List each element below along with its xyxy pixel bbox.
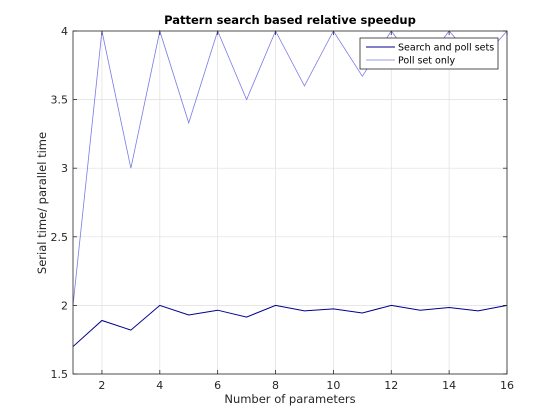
y-axis-label: Serial time/ parallel time: [35, 132, 49, 274]
x-tick-label: 6: [214, 379, 221, 392]
legend-label-search-and-poll: Search and poll sets: [398, 43, 494, 54]
x-tick-label: 2: [98, 379, 105, 392]
x-tick-label: 4: [156, 379, 163, 392]
x-tick-label: 10: [326, 379, 340, 392]
series-line-search-and-poll: [72, 304, 508, 347]
x-axis-label: Number of parameters: [224, 392, 355, 406]
y-tick-label: 4: [61, 25, 68, 38]
chart-title: Pattern search based relative speedup: [164, 13, 416, 27]
y-tick-label: 3: [61, 162, 68, 175]
legend-label-poll-only: Poll set only: [398, 56, 456, 67]
x-tick-label: 8: [272, 379, 279, 392]
y-tick-label: 2: [61, 299, 68, 312]
plot-border: [72, 30, 508, 375]
plot-area: [73, 31, 507, 374]
y-tick-label: 1.5: [51, 368, 69, 381]
x-tick-label: 16: [500, 379, 514, 392]
x-tick-label: 14: [442, 379, 456, 392]
legend-box: [359, 37, 499, 70]
legend: Search and poll sets Poll set only: [359, 37, 499, 70]
x-tick-label: 12: [384, 379, 398, 392]
y-tick-label: 3.5: [51, 94, 69, 107]
ticks: 2 4 6 8 10 12 14 16 1.5 2 2.5 3 3.5 4: [51, 25, 515, 392]
y-tick-label: 2.5: [51, 231, 69, 244]
